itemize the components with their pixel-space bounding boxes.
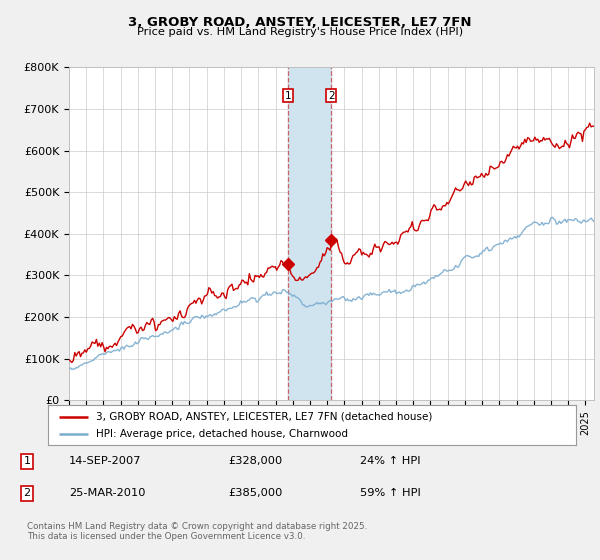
- Text: 59% ↑ HPI: 59% ↑ HPI: [360, 488, 421, 498]
- Text: Contains HM Land Registry data © Crown copyright and database right 2025.
This d: Contains HM Land Registry data © Crown c…: [27, 522, 367, 542]
- Text: 2: 2: [328, 91, 334, 101]
- Text: 25-MAR-2010: 25-MAR-2010: [69, 488, 146, 498]
- Text: 3, GROBY ROAD, ANSTEY, LEICESTER, LE7 7FN (detached house): 3, GROBY ROAD, ANSTEY, LEICESTER, LE7 7F…: [95, 412, 432, 422]
- Text: 1: 1: [23, 456, 31, 466]
- Text: £385,000: £385,000: [228, 488, 283, 498]
- Text: HPI: Average price, detached house, Charnwood: HPI: Average price, detached house, Char…: [95, 429, 347, 439]
- Text: Price paid vs. HM Land Registry's House Price Index (HPI): Price paid vs. HM Land Registry's House …: [137, 27, 463, 37]
- Text: 3, GROBY ROAD, ANSTEY, LEICESTER, LE7 7FN: 3, GROBY ROAD, ANSTEY, LEICESTER, LE7 7F…: [128, 16, 472, 29]
- Bar: [288, 67, 331, 400]
- Text: 24% ↑ HPI: 24% ↑ HPI: [360, 456, 421, 466]
- Text: 14-SEP-2007: 14-SEP-2007: [69, 456, 142, 466]
- Text: £328,000: £328,000: [228, 456, 282, 466]
- Text: 2: 2: [23, 488, 31, 498]
- Text: 1: 1: [284, 91, 291, 101]
